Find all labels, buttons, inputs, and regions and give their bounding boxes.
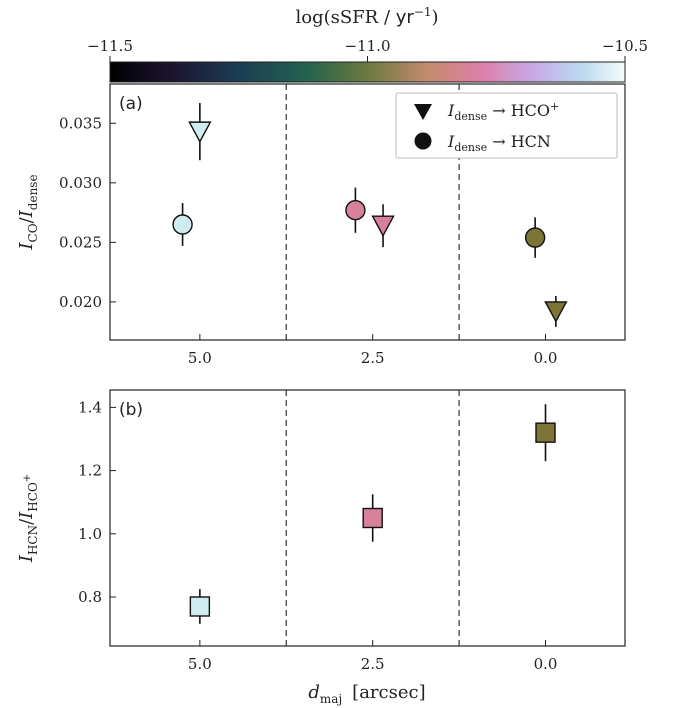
y-tick-label: 0.035 — [59, 114, 102, 132]
colorbar-tick-label: −11.0 — [345, 37, 391, 55]
colorbar-label: log(sSFR / yr−1) — [295, 5, 438, 28]
x-tick-label: 5.0 — [188, 349, 212, 367]
legend-entry-hco: Idense → HCO+ — [447, 100, 559, 123]
legend-circle-marker — [414, 132, 432, 150]
y-tick-label: 0.025 — [59, 233, 102, 251]
panel-a: (a) 5.0 2.5 0.0 0.020 0.025 0.030 0.035 ICO/Id… — [16, 83, 626, 367]
panel-b-xlabel: dmaj [arcsec] — [308, 682, 425, 706]
y-tick-label: 0.030 — [59, 174, 102, 192]
panel-a-label: (a) — [119, 94, 143, 114]
x-tick-label: 0.0 — [534, 349, 558, 367]
triangle-point — [188, 121, 212, 144]
colorbar-ticks: −11.5 −11.0 −10.5 — [87, 37, 648, 62]
circle-point — [172, 214, 193, 235]
x-tick-label: 2.5 — [361, 349, 385, 367]
panel-b: (b) 5.0 2.5 0.0 0.8 1.0 1.2 1.4 IHCN/IHCO+ dma… — [16, 389, 626, 706]
triangle-point — [371, 215, 395, 238]
triangle-point — [544, 301, 568, 323]
y-tick-label: 0.8 — [78, 588, 102, 606]
colorbar-tick-label: −10.5 — [602, 37, 648, 55]
y-tick-label: 1.2 — [78, 462, 102, 480]
colorbar: log(sSFR / yr−1) −11.5 −11.0 −10.5 — [87, 5, 648, 83]
y-tick-label: 1.4 — [78, 398, 102, 416]
x-tick-label: 2.5 — [361, 655, 385, 673]
x-tick-label: 0.0 — [534, 655, 558, 673]
panel-b-label: (b) — [119, 400, 143, 420]
panel-b-frame — [109, 389, 626, 647]
panel-a-frame — [109, 83, 626, 341]
legend: Idense → HCO+ Idense → HCN — [395, 92, 618, 159]
colorbar-tick-label: −11.5 — [87, 37, 133, 55]
square-point — [189, 596, 211, 617]
panel-b-ylabel: IHCN/IHCO+ — [16, 474, 40, 563]
panel-b-marks — [189, 404, 556, 624]
square-point — [535, 422, 556, 443]
panel-a-marks — [172, 103, 568, 327]
panel-b-ticks: 5.0 2.5 0.0 0.8 1.0 1.2 1.4 — [78, 398, 557, 673]
y-tick-label: 0.020 — [59, 293, 102, 311]
panel-b-dividers — [285, 390, 460, 646]
x-tick-label: 5.0 — [188, 655, 212, 673]
square-point — [362, 507, 383, 529]
colorbar-gradient — [109, 61, 626, 83]
legend-entry-hcn: Idense → HCN — [447, 132, 551, 154]
legend-triangle-marker — [414, 104, 432, 120]
circle-point — [524, 227, 546, 248]
panel-a-ticks: 5.0 2.5 0.0 0.020 0.025 0.030 0.035 — [59, 114, 557, 367]
panel-a-ylabel: ICO/Idense — [16, 174, 40, 250]
circle-point — [345, 200, 366, 221]
y-tick-label: 1.0 — [78, 525, 102, 543]
legend-box — [395, 92, 618, 159]
